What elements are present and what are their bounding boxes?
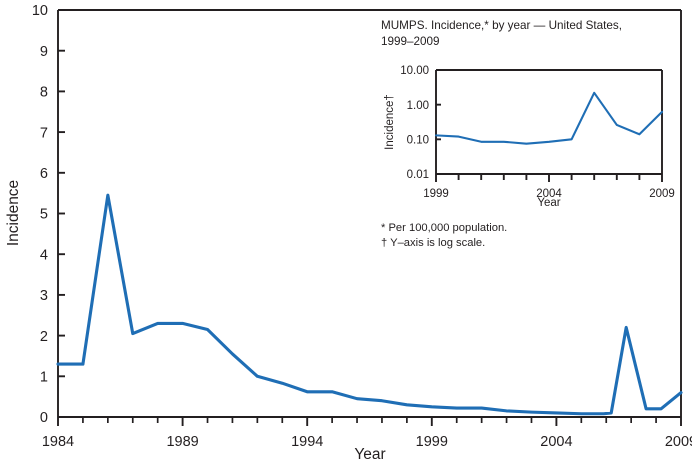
- main-y-axis-title: Incidence: [5, 180, 22, 246]
- inset-y-tick-label: 0.01: [407, 169, 429, 181]
- inset-y-tick-label: 10.00: [400, 65, 429, 77]
- inset-x-tick-labels: 1999 2004 2009: [423, 188, 675, 200]
- inset-data-line: [434, 91, 664, 145]
- inset-plot-background: [436, 70, 662, 174]
- inset-x-tick-label: 2004: [536, 188, 562, 200]
- main-x-tick-labels: 1984 1989 1994 1999 2004 2009: [42, 434, 692, 450]
- inset-y-axis-title: Incidence†: [384, 94, 396, 150]
- main-y-tick-label: 4: [40, 247, 48, 263]
- inset-y-tick-label: 1.00: [407, 100, 429, 112]
- main-x-tick-marks: [57, 417, 682, 426]
- main-x-tick-label: 1989: [166, 434, 198, 450]
- main-x-tick-label: 2009: [665, 434, 692, 450]
- main-y-tick-marks: [58, 9, 65, 418]
- main-y-tick-label: 9: [40, 44, 48, 60]
- main-y-tick-label: 1: [40, 370, 48, 386]
- main-x-tick-label: 1999: [416, 434, 448, 450]
- inset-y-tick-marks: [436, 69, 441, 175]
- main-x-tick-label: 1984: [42, 434, 74, 450]
- inset-y-tick-label: 0.10: [407, 135, 429, 147]
- inset-x-axis-title: Year: [537, 197, 560, 209]
- inset-x-tick-marks: [435, 174, 663, 182]
- main-y-tick-label: 3: [40, 288, 48, 304]
- footnote-dagger: † Y–axis is log scale.: [381, 237, 485, 249]
- inset-y-tick-labels: 0.01 0.10 1.00 10.00: [400, 65, 429, 181]
- main-x-axis-title: Year: [354, 446, 385, 463]
- main-x-tick-label: 2004: [540, 434, 572, 450]
- footnote-asterisk: * Per 100,000 population.: [381, 222, 507, 234]
- inset-x-tick-label: 1999: [423, 188, 449, 200]
- main-y-tick-label: 0: [40, 410, 48, 426]
- inset-x-tick-label: 2009: [649, 188, 675, 200]
- inset-panel: MUMPS. Incidence,* by year — United Stat…: [381, 19, 675, 209]
- main-y-tick-labels: 0 1 2 3 4 5 6 7 8 9 10: [32, 3, 48, 426]
- main-y-tick-label: 8: [40, 85, 48, 101]
- inset-title-line1: MUMPS. Incidence,* by year — United Stat…: [381, 19, 622, 32]
- main-x-tick-label: 1994: [291, 434, 323, 450]
- main-y-tick-label: 7: [40, 125, 48, 141]
- main-data-line: [56, 193, 683, 416]
- main-y-tick-label: 6: [40, 166, 48, 182]
- main-y-tick-label: 10: [32, 3, 48, 19]
- main-y-tick-label: 5: [40, 207, 48, 223]
- main-y-tick-label: 2: [40, 329, 48, 345]
- inset-title-line2: 1999–2009: [381, 35, 440, 48]
